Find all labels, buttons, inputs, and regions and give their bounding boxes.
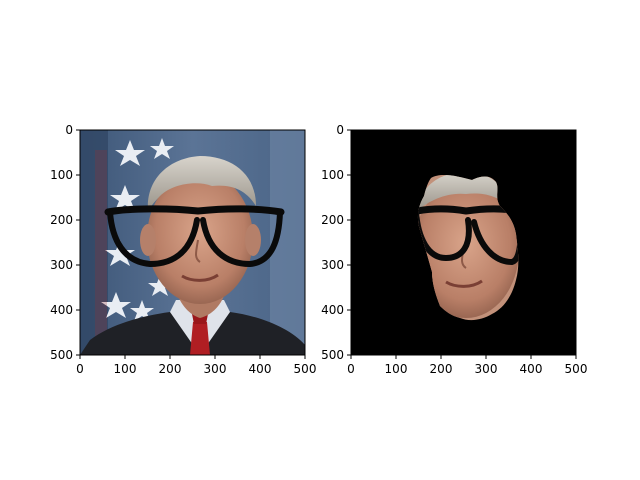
y-tick-label: 400 [50,303,73,317]
x-tick-label: 300 [204,362,227,376]
x-tick-label: 100 [385,362,408,376]
y-tick-label: 400 [321,303,344,317]
y-tick-label: 300 [50,258,73,272]
y-tick-label: 500 [321,348,344,362]
left-panel-image [80,130,305,355]
x-tick-label: 400 [249,362,272,376]
y-tick-label: 100 [50,168,73,182]
y-tick-label: 200 [321,213,344,227]
x-tick-label: 100 [114,362,137,376]
x-tick-label: 300 [475,362,498,376]
x-tick-label: 200 [430,362,453,376]
y-tick-label: 500 [50,348,73,362]
y-tick-label: 300 [321,258,344,272]
plot-frame [350,129,577,356]
x-tick-label: 0 [347,362,355,376]
right-panel-image [351,130,576,355]
y-tick-label: 0 [65,123,73,137]
plot-frame [79,129,306,356]
y-tick-label: 200 [50,213,73,227]
x-tick-label: 500 [294,362,317,376]
x-tick-label: 0 [76,362,84,376]
x-tick-label: 400 [520,362,543,376]
y-tick-label: 100 [321,168,344,182]
x-tick-label: 200 [159,362,182,376]
x-tick-label: 500 [565,362,588,376]
y-tick-label: 0 [336,123,344,137]
